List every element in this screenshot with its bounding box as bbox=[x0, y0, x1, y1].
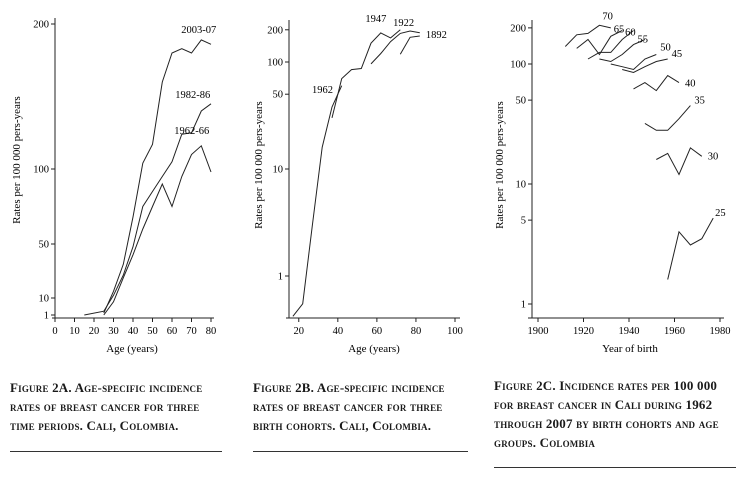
panel-c-series-label: 35 bbox=[694, 96, 705, 107]
panel-c-series-line bbox=[667, 217, 714, 280]
panel-a-x-tick-label: 80 bbox=[206, 326, 217, 337]
panel-b-x-tick-label: 40 bbox=[333, 326, 344, 337]
panel-c-x-axis-label: Year of birth bbox=[602, 343, 658, 355]
panel-c-y-tick-label: 100 bbox=[510, 60, 526, 71]
panel-c-y-tick-label: 1 bbox=[521, 300, 526, 311]
panel-c-series-label: 50 bbox=[660, 42, 671, 53]
panel-a-x-tick-label: 10 bbox=[69, 326, 80, 337]
panel-b-series-label: 1947 bbox=[365, 14, 386, 25]
panel-c-series-label: 30 bbox=[708, 151, 719, 162]
panel-b-y-axis-label: Rates per 100 000 pers-years bbox=[253, 101, 265, 229]
panel-a-x-tick-label: 60 bbox=[167, 326, 178, 337]
panel-c-series-line bbox=[610, 54, 657, 71]
panel-c-x-tick-label: 1900 bbox=[528, 326, 549, 337]
caption-rule-2c bbox=[494, 467, 736, 468]
caption-fig2c: Figure 2C. Incidence rates per 100 000 f… bbox=[494, 378, 719, 450]
panel-a-y-tick-label: 1 bbox=[44, 311, 49, 322]
panel-b-y-tick-label: 1 bbox=[278, 272, 283, 283]
panel-b-x-tick-label: 20 bbox=[294, 326, 305, 337]
caption-rule-2b bbox=[253, 451, 468, 452]
panel-c-series-line bbox=[587, 30, 634, 60]
panel-c-y-tick-label: 5 bbox=[521, 216, 526, 227]
panel-c-x-tick-label: 1920 bbox=[573, 326, 594, 337]
panel-a-y-tick-label: 200 bbox=[33, 20, 49, 31]
panel-c-x-tick-label: 1960 bbox=[664, 326, 685, 337]
panel-a-series-label: 1962-66 bbox=[174, 126, 209, 137]
panel-b-x-tick-label: 100 bbox=[447, 326, 463, 337]
panel-a-series-line bbox=[103, 39, 212, 314]
panel-b-y-tick-label: 10 bbox=[273, 165, 284, 176]
panel-c-series-label: 60 bbox=[625, 28, 636, 39]
panel-a-series-line bbox=[103, 144, 212, 316]
panel-b-series-line bbox=[370, 30, 420, 65]
caption-fig2b: Figure 2B. Age-specific incidence rates … bbox=[253, 380, 445, 433]
panel-b-series-line bbox=[399, 35, 420, 55]
panel-c-series-line bbox=[633, 74, 680, 92]
panel-b-y-tick-label: 200 bbox=[267, 25, 283, 36]
panel-b-series-line bbox=[292, 85, 343, 317]
caption-fig2a: Figure 2A. Age-specific incidence rates … bbox=[10, 380, 203, 433]
panel-a-x-tick-label: 40 bbox=[128, 326, 139, 337]
panel-c-series-line bbox=[599, 39, 646, 63]
panel-a-x-tick-label: 30 bbox=[108, 326, 119, 337]
panel-b-series-label: 1892 bbox=[426, 30, 447, 41]
panel-b-series-line bbox=[331, 29, 401, 119]
panel-a-series-label: 1982-86 bbox=[175, 90, 210, 101]
panel-b-x-tick-label: 60 bbox=[372, 326, 383, 337]
panel-c-series-line bbox=[576, 30, 623, 56]
panel-a-y-axis-label: Rates per 100 000 pers-years bbox=[11, 96, 23, 224]
panel-c-y-axis-label: Rates per 100 000 pers-years bbox=[494, 101, 506, 229]
panel-c-series-label: 65 bbox=[614, 24, 625, 35]
panel-b-y-tick-label: 100 bbox=[267, 58, 283, 69]
panel-c-y-tick-label: 10 bbox=[516, 180, 527, 191]
panel-a-x-tick-label: 0 bbox=[52, 326, 57, 337]
panel-a-y-tick-label: 50 bbox=[39, 240, 50, 251]
panel-c-x-tick-label: 1980 bbox=[710, 326, 731, 337]
panel-c-x-tick-label: 1940 bbox=[619, 326, 640, 337]
panel-a-series-line bbox=[84, 103, 212, 316]
panel-c-series-label: 70 bbox=[602, 11, 613, 22]
panel-c-series-label: 55 bbox=[638, 35, 649, 46]
panel-b-series-label: 1962 bbox=[312, 85, 333, 96]
panel-a-x-tick-label: 70 bbox=[186, 326, 197, 337]
panel-c-series-line bbox=[564, 24, 611, 47]
panel-c-series-label: 40 bbox=[685, 79, 696, 90]
panel-a-series-label: 2003-07 bbox=[181, 25, 216, 36]
panel-b-y-tick-label: 50 bbox=[273, 90, 284, 101]
panel-a-x-tick-label: 20 bbox=[89, 326, 100, 337]
panel-c-series-label: 45 bbox=[672, 49, 683, 60]
panel-c-y-tick-label: 50 bbox=[516, 96, 527, 107]
panel-b-series-label: 1922 bbox=[393, 18, 414, 29]
panel-a-y-tick-label: 100 bbox=[33, 165, 49, 176]
panel-c-series-label: 25 bbox=[715, 208, 726, 219]
panel-a-x-tick-label: 50 bbox=[147, 326, 158, 337]
panel-a-x-axis-label: Age (years) bbox=[106, 343, 158, 355]
panel-c-series-line bbox=[622, 58, 668, 74]
panel-b-x-tick-label: 80 bbox=[411, 326, 422, 337]
panel-a-y-tick-label: 10 bbox=[39, 294, 50, 305]
caption-rule-2a bbox=[10, 451, 222, 452]
panel-c-series-line bbox=[656, 147, 703, 176]
panel-c-series-line bbox=[644, 105, 691, 131]
panel-b-x-axis-label: Age (years) bbox=[348, 343, 400, 355]
panel-c-y-tick-label: 200 bbox=[510, 23, 526, 34]
